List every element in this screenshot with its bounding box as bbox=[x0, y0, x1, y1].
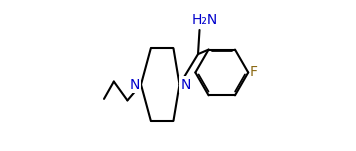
Text: H₂N: H₂N bbox=[191, 13, 218, 27]
Text: N: N bbox=[130, 78, 140, 92]
Text: N: N bbox=[181, 78, 191, 92]
Text: F: F bbox=[250, 66, 258, 79]
